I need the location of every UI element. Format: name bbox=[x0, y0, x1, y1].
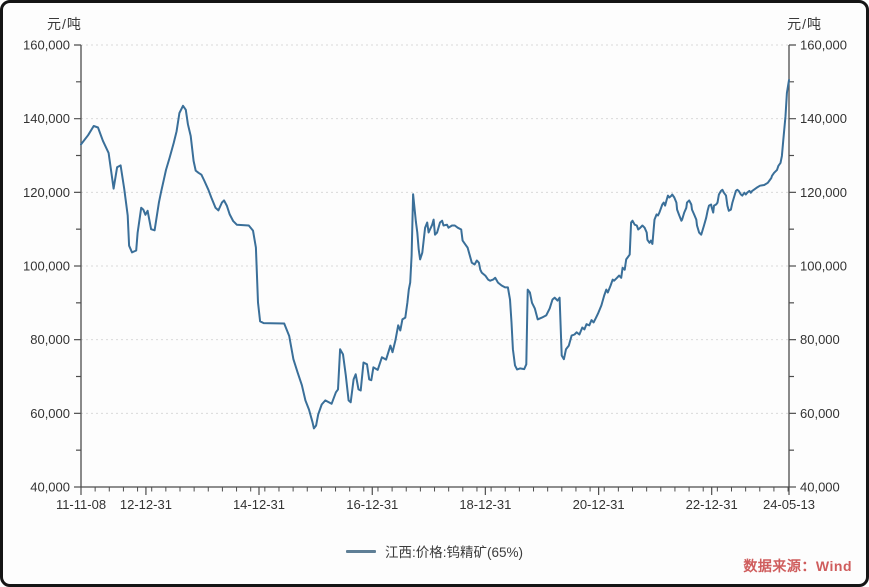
y-tick-label-left: 140,000 bbox=[23, 111, 70, 126]
y-tick-label-right: 40,000 bbox=[800, 480, 840, 495]
y-tick-label-right: 60,000 bbox=[800, 406, 840, 421]
y-tick-label-left: 100,000 bbox=[23, 259, 70, 274]
x-tick-label: 18-12-31 bbox=[459, 497, 511, 512]
legend-series-label: 江西:价格:钨精矿(65%) bbox=[384, 545, 523, 560]
y-tick-label-left: 40,000 bbox=[30, 480, 70, 495]
y-tick-label-right: 120,000 bbox=[800, 185, 847, 200]
y-tick-label-right: 100,000 bbox=[800, 259, 847, 274]
legend: 江西:价格:钨精矿(65%) bbox=[3, 541, 866, 561]
y-axis-unit-left: 元/吨 bbox=[47, 16, 82, 32]
x-tick-label: 14-12-31 bbox=[233, 497, 285, 512]
y-tick-label-right: 80,000 bbox=[800, 332, 840, 347]
x-tick-label: 24-05-13 bbox=[763, 497, 815, 512]
x-tick-label: 20-12-31 bbox=[573, 497, 625, 512]
y-tick-label-left: 120,000 bbox=[23, 185, 70, 200]
y-tick-label-right: 160,000 bbox=[800, 38, 847, 53]
x-tick-label: 22-12-31 bbox=[686, 497, 738, 512]
y-tick-label-left: 80,000 bbox=[30, 332, 70, 347]
x-tick-label: 11-11-08 bbox=[56, 497, 106, 512]
legend-line-swatch bbox=[345, 549, 376, 553]
data-source-label: 数据来源：Wind bbox=[743, 558, 852, 574]
x-tick-label: 16-12-31 bbox=[346, 497, 398, 512]
price-line-chart: 40,000 40,000 60,000 60,000 80,000 80,000 100,… bbox=[23, 38, 847, 513]
y-tick-label-right: 140,000 bbox=[800, 111, 847, 126]
price-series-line bbox=[80, 79, 790, 430]
y-tick-label-left: 60,000 bbox=[30, 406, 70, 421]
y-axis-unit-right: 元/吨 bbox=[787, 16, 822, 32]
y-tick-label-left: 160,000 bbox=[23, 38, 70, 53]
x-tick-label: 12-12-31 bbox=[120, 497, 172, 512]
